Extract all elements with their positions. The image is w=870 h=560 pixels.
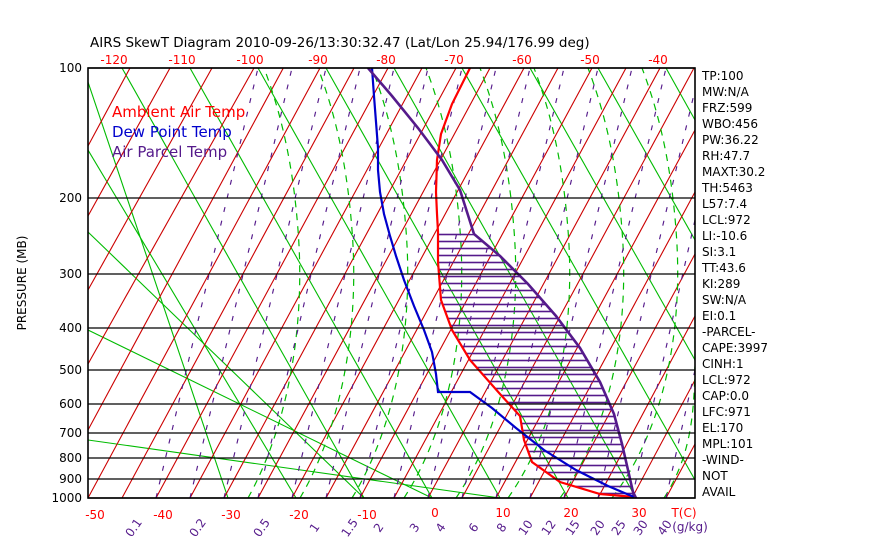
top-tick-label: -90 (308, 53, 328, 67)
parameter-item: TH:5463 (701, 181, 753, 195)
pressure-tick-label: 100 (59, 61, 82, 75)
parameter-item: SI:3.1 (702, 245, 736, 259)
pressure-tick-label: 400 (59, 321, 82, 335)
parameter-item: MAXT:30.2 (702, 165, 765, 179)
plot-area (88, 68, 695, 498)
parameter-item: L57:7.4 (702, 197, 747, 211)
parameter-item: LCL:972 (702, 213, 751, 227)
parameter-item: -WIND- (702, 453, 744, 467)
parameter-item: LI:-10.6 (702, 229, 747, 243)
legend-item-parcel: Air Parcel Temp (112, 143, 227, 161)
pressure-tick-label: 500 (59, 363, 82, 377)
parameter-item: WBO:456 (702, 117, 758, 131)
parameter-item: FRZ:599 (702, 101, 752, 115)
parameter-item: AVAIL (702, 485, 736, 499)
pressure-tick-label: 900 (59, 472, 82, 486)
parameter-item: SW:N/A (702, 293, 747, 307)
pressure-tick-label: 300 (59, 267, 82, 281)
legend-item-ambient: Ambient Air Temp (112, 103, 245, 121)
parameter-item: MW:N/A (702, 85, 750, 99)
parameter-item: CAPE:3997 (702, 341, 768, 355)
temperature-axis-title: T(C) (670, 506, 696, 520)
pressure-tick-label: 200 (59, 191, 82, 205)
parcel-temp-curve (367, 68, 638, 498)
parameter-item: CINH:1 (702, 357, 744, 371)
bottom-tick-label: 20 (563, 506, 578, 520)
legend-item-dewpoint: Dew Point Temp (112, 123, 232, 141)
page-title: AIRS SkewT Diagram 2010-09-26/13:30:32.4… (90, 35, 590, 51)
parameter-item: NOT (702, 469, 728, 483)
bottom-tick-label: -30 (221, 508, 241, 522)
legend: Ambient Air Temp Dew Point Temp Air Parc… (112, 103, 245, 161)
bottom-tick-label: 10 (495, 506, 510, 520)
bottom-tick-label: -50 (85, 508, 105, 522)
cape-shaded-region (438, 232, 634, 497)
bottom-tick-label: 0 (431, 506, 439, 520)
top-tick-label: -80 (376, 53, 396, 67)
parameter-item: RH:47.7 (702, 149, 750, 163)
parameter-item: LCL:972 (702, 373, 751, 387)
parameter-item: TT:43.6 (701, 261, 746, 275)
pressure-tick-label: 700 (59, 426, 82, 440)
bottom-temperature-axis-labels: -50 -40 -30 -20 -10 0 10 20 30 T(C) (85, 506, 696, 522)
mixing-ratio-axis-title: (g/kg) (672, 520, 708, 534)
parameter-item: EI:0.1 (702, 309, 736, 323)
parameter-panel: TP:100 MW:N/A FRZ:599 WBO:456 PW:36.22 R… (701, 69, 768, 499)
parameter-item: KI:289 (702, 277, 740, 291)
top-temperature-axis-labels: -120 -110 -100 -90 -80 -70 -60 -50 -40 (100, 53, 667, 67)
top-tick-label: -70 (444, 53, 464, 67)
pressure-axis-labels: 100 200 300 400 500 600 700 800 900 1000 (51, 61, 82, 505)
bottom-tick-label: -40 (153, 508, 173, 522)
top-tick-label: -60 (512, 53, 532, 67)
parameter-item: MPL:101 (702, 437, 753, 451)
bottom-tick-label: -10 (357, 508, 377, 522)
top-tick-label: -50 (580, 53, 600, 67)
parameter-item: CAP:0.0 (702, 389, 749, 403)
parameter-item: -PARCEL- (702, 325, 756, 339)
top-tick-label: -120 (100, 53, 127, 67)
pressure-tick-label: 600 (59, 397, 82, 411)
plot-frame (87, 67, 696, 499)
top-tick-label: -110 (168, 53, 195, 67)
bottom-tick-label: -20 (289, 508, 309, 522)
pressure-axis-title: PRESSURE (MB) (15, 236, 29, 331)
top-tick-label: -100 (236, 53, 263, 67)
dewpoint-curve (370, 68, 635, 498)
parameter-item: EL:170 (702, 421, 743, 435)
parameter-item: TP:100 (701, 69, 744, 83)
pressure-tick-label: 800 (59, 451, 82, 465)
bottom-tick-label: 30 (631, 506, 646, 520)
pressure-tick-label: 1000 (51, 491, 82, 505)
parameter-item: PW:36.22 (702, 133, 759, 147)
top-tick-label: -40 (648, 53, 668, 67)
parameter-item: LFC:971 (702, 405, 751, 419)
